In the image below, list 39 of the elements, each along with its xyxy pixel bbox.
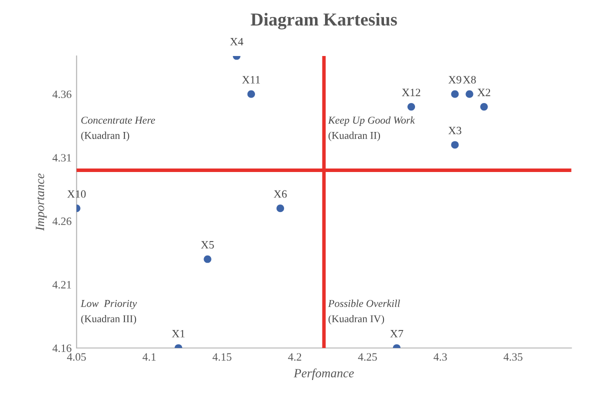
x-tick-label: 4.35: [504, 353, 522, 361]
annotation: X1: [172, 330, 185, 338]
point: [247, 90, 255, 98]
y-tick-label: 4.26: [52, 218, 72, 226]
annotation: Keep Up Good Work (Kuadran II): [328, 116, 415, 142]
annotation: X5: [200, 241, 214, 249]
annotation: X11: [242, 76, 260, 84]
annotation: X6: [274, 190, 287, 198]
annotation: X9: [448, 76, 462, 84]
y-axis-title: Importance: [36, 173, 47, 231]
x-tick-label: 4.3: [434, 353, 447, 361]
chart-title: Diagram Kartesius: [250, 12, 397, 30]
annotation: X12: [402, 88, 420, 96]
x-tick-label: 4.1: [142, 353, 156, 361]
point: [466, 90, 474, 98]
annotation: X8: [462, 76, 476, 84]
x-tick-label: 4.05: [67, 353, 86, 361]
x-axis-title: Perfomance: [294, 368, 354, 380]
point: [204, 255, 212, 263]
point: [480, 102, 488, 111]
annotation: X3: [448, 126, 462, 134]
point: [407, 102, 416, 111]
annotation: X2: [477, 88, 490, 96]
annotation: Concentrate Here (Kuadran I): [81, 116, 156, 142]
annotation: X7: [390, 330, 404, 338]
x-tick-label: 4.2: [288, 353, 302, 361]
x-tick-label: 4.15: [212, 353, 232, 361]
annotation: Low Priority (Kuadran III): [80, 300, 137, 324]
point: [276, 204, 284, 212]
annotation: X4: [230, 38, 244, 46]
point: [451, 141, 459, 149]
y-tick-label: 4.31: [52, 154, 72, 162]
annotation: Possible Overkill (Kuadran IV): [328, 300, 400, 324]
y-tick-label: 4.21: [52, 281, 72, 289]
x-tick-label: 4.25: [358, 353, 377, 361]
y-tick-label: 4.16: [52, 344, 72, 352]
annotation: X10: [67, 190, 86, 198]
point: [451, 90, 459, 98]
y-tick-label: 4.36: [52, 90, 72, 98]
